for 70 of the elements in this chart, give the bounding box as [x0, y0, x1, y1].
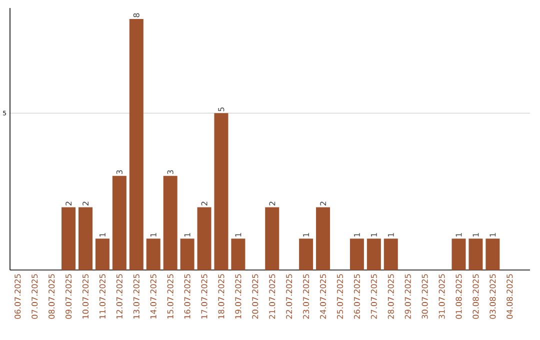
x-tick-label: 06.07.2025 — [14, 274, 21, 319]
x-tick-label: 23.07.2025 — [303, 274, 310, 319]
bar — [350, 238, 364, 270]
bar — [112, 176, 126, 270]
x-tick-label: 27.07.2025 — [370, 274, 377, 319]
bar — [316, 207, 330, 270]
x-tick-label: 13.07.2025 — [133, 274, 140, 318]
x-tick-label: 22.07.2025 — [286, 274, 292, 319]
data-label: 1 — [456, 233, 462, 237]
data-label: 1 — [184, 233, 190, 237]
x-tick-label: 15.07.2025 — [167, 274, 174, 318]
data-label: 1 — [100, 233, 106, 237]
bar — [468, 238, 483, 270]
x-tick-label: 02.08.2025 — [472, 274, 479, 319]
x-tick-label: 09.07.2025 — [66, 274, 72, 319]
data-label: 1 — [490, 233, 496, 237]
data-label: 1 — [235, 233, 242, 237]
bar — [486, 238, 500, 270]
x-tick-label: 24.07.2025 — [320, 274, 326, 319]
bar — [452, 238, 466, 270]
x-tick-label: 29.07.2025 — [404, 274, 411, 319]
data-label: 2 — [82, 202, 88, 206]
x-tick-label: 14.07.2025 — [150, 274, 156, 318]
x-tick-label: 10.07.2025 — [82, 274, 89, 318]
data-label: 1 — [354, 233, 360, 237]
data-label: 2 — [201, 202, 208, 206]
x-tick-label: 26.07.2025 — [354, 274, 360, 319]
x-tick-label: 08.07.2025 — [48, 274, 55, 319]
bar — [78, 207, 92, 270]
bar — [163, 176, 178, 270]
x-tick-label: 17.07.2025 — [201, 274, 208, 318]
bar — [180, 238, 194, 270]
bar — [384, 238, 398, 270]
data-label: 1 — [303, 233, 309, 237]
data-label: 5 — [218, 108, 224, 112]
x-tick-label: 25.07.2025 — [336, 274, 344, 319]
data-label: 1 — [150, 233, 156, 237]
bar — [146, 238, 160, 270]
x-tick-label: 12.07.2025 — [116, 274, 122, 318]
x-tick-label: 16.07.2025 — [184, 274, 190, 318]
data-label: 1 — [388, 233, 394, 237]
x-tick-label: 04.08.2025 — [506, 274, 513, 319]
bar — [231, 238, 246, 270]
data-label: 3 — [167, 170, 174, 174]
x-tick-label: 31.07.2025 — [438, 274, 445, 319]
data-label: 2 — [320, 202, 326, 206]
x-tick-label: 21.07.2025 — [269, 274, 276, 319]
x-tick-label: 30.07.2025 — [422, 274, 428, 319]
x-tick-label: 07.07.2025 — [32, 274, 38, 319]
x-tick-label: 18.07.2025 — [218, 274, 224, 318]
bar — [214, 113, 228, 270]
data-label: 2 — [66, 202, 72, 206]
bar — [197, 207, 212, 270]
data-label: 8 — [133, 13, 140, 18]
x-tick-label: 03.08.2025 — [490, 274, 496, 319]
x-tick-label: 19.07.2025 — [235, 274, 242, 318]
data-label: 1 — [371, 233, 377, 237]
x-tick-label: 01.08.2025 — [456, 274, 462, 319]
bar — [366, 238, 381, 270]
bar — [265, 207, 280, 270]
data-label: 1 — [472, 233, 479, 237]
x-tick-label: 20.07.2025 — [252, 274, 258, 319]
x-tick-label: 11.07.2025 — [99, 274, 106, 318]
bar — [129, 18, 144, 270]
bar — [95, 238, 110, 270]
data-label: 2 — [269, 202, 276, 206]
data-label: 3 — [116, 170, 122, 174]
x-tick-label: 28.07.2025 — [388, 274, 394, 319]
bar — [62, 207, 76, 270]
bar — [299, 238, 314, 270]
